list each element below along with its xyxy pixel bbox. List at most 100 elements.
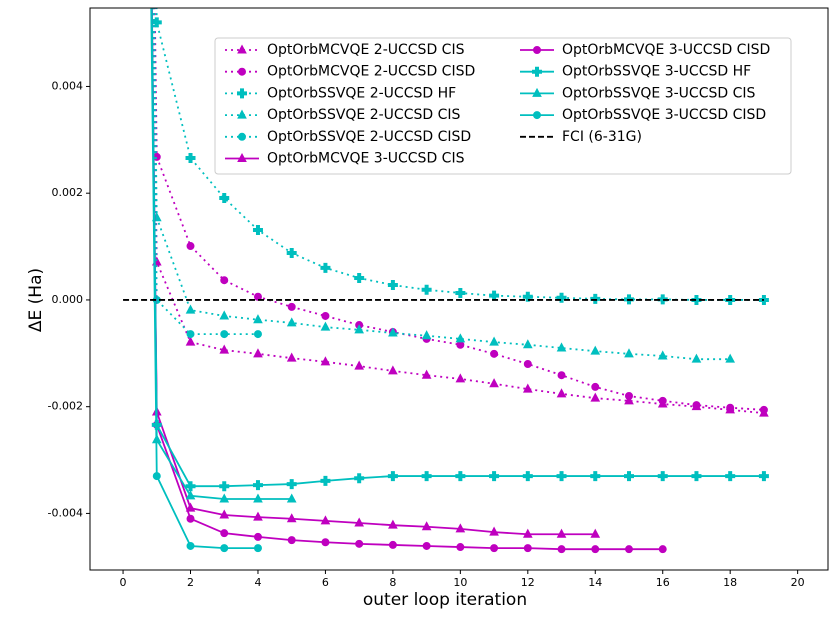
marker [489,290,500,301]
marker [185,502,196,512]
marker [320,356,331,366]
marker [455,333,466,343]
marker [185,336,196,346]
marker [387,471,398,482]
marker [522,291,533,302]
marker [286,493,297,503]
axes-frame [89,7,829,571]
marker [186,330,195,339]
marker [387,279,398,290]
legend-marker [533,46,541,54]
marker [624,545,633,554]
marker [388,519,398,529]
legend-label: OptOrbSSVQE 2-UCCSD HF [267,85,456,101]
marker [556,528,567,538]
marker [624,395,634,405]
legend-label: OptOrbSSVQE 3-UCCSD CISD [562,107,766,123]
x-tick-label: 4 [254,576,261,589]
marker [489,471,500,482]
marker [185,152,196,163]
marker [185,490,196,500]
marker [490,544,499,553]
plot-area [123,8,769,554]
marker [219,310,230,320]
marker [220,330,229,339]
x-tick-label: 12 [521,576,535,589]
marker [692,401,701,410]
marker [691,294,702,305]
marker [152,472,161,481]
marker [658,545,667,554]
legend-marker [532,87,542,97]
y-tick-label: 0.004 [52,79,84,92]
y-axis-label: ΔE (Ha) [26,268,46,332]
marker [320,515,331,525]
marker [286,247,297,258]
marker [557,371,566,380]
marker [657,471,668,482]
series-line [152,8,258,335]
marker [252,225,263,236]
legend-marker [238,67,246,76]
marker [421,369,432,379]
marker [523,544,532,553]
marker [590,345,601,355]
marker [252,480,263,491]
marker [691,471,702,482]
x-tick-label: 8 [389,576,396,589]
marker [590,471,601,482]
legend-marker [532,66,542,77]
legend-label: OptOrbSSVQE 2-UCCSD CISD [267,129,471,145]
marker [286,352,297,362]
marker [758,471,769,482]
marker [287,536,296,545]
marker [691,353,702,363]
marker [220,529,229,538]
marker [186,242,195,251]
marker [421,284,432,295]
marker [354,324,364,334]
marker [253,493,263,503]
marker [219,493,230,503]
marker [455,373,466,383]
marker [185,481,196,492]
legend-label: OptOrbMCVQE 3-UCCSD CIS [267,151,465,167]
y-tick-label: 0.000 [52,293,84,306]
marker [591,382,600,391]
marker [726,403,735,412]
marker [388,327,398,337]
marker [455,523,466,533]
legend-box [214,37,792,175]
marker [590,293,601,304]
marker [321,538,330,547]
x-tick-label: 20 [791,576,805,589]
marker [556,292,567,303]
marker [388,365,398,375]
marker [320,321,331,331]
legend-label: OptOrbMCVQE 2-UCCSD CISD [267,64,475,80]
marker [591,545,600,554]
marker [759,405,768,414]
marker [421,471,432,482]
x-tick-label: 10 [453,576,467,589]
marker [556,342,567,352]
marker [522,471,533,482]
legend-marker [533,111,541,120]
marker [523,359,532,368]
x-axis-label: outer loop iteration [363,590,527,610]
marker [220,276,229,285]
marker [490,349,499,358]
marker [354,517,364,527]
marker [522,383,533,393]
marker [522,339,533,349]
legend-label: OptOrbMCVQE 3-UCCSD CISD [562,42,770,58]
x-tick-label: 14 [588,576,602,589]
marker [388,540,397,549]
marker [355,539,364,548]
x-tick-label: 16 [656,576,670,589]
marker [455,288,466,299]
marker [321,311,330,320]
marker [489,336,499,346]
marker [522,528,533,538]
marker [253,544,262,553]
